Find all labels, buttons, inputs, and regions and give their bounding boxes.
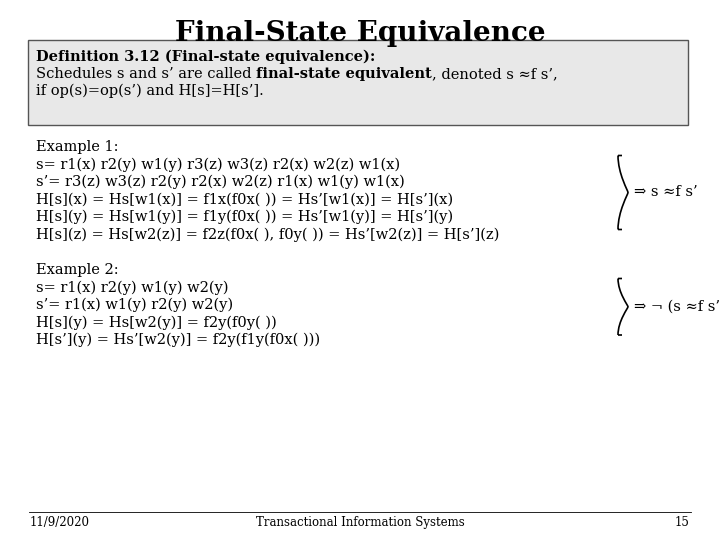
Text: s’= r1(x) w1(y) r2(y) w2(y): s’= r1(x) w1(y) r2(y) w2(y) <box>36 298 233 313</box>
Text: ⇒ ¬ (s ≈f s’): ⇒ ¬ (s ≈f s’) <box>634 300 720 314</box>
Text: H[s](y) = Hs[w2(y)] = f2y(f0y( )): H[s](y) = Hs[w2(y)] = f2y(f0y( )) <box>36 315 276 330</box>
Text: H[s’](y) = Hs’[w2(y)] = f2y(f1y(f0x( ))): H[s’](y) = Hs’[w2(y)] = f2y(f1y(f0x( ))) <box>36 333 320 347</box>
Text: Schedules s and s’ are called: Schedules s and s’ are called <box>36 67 256 81</box>
Text: 11/9/2020: 11/9/2020 <box>30 516 90 529</box>
Text: s’= r3(z) w3(z) r2(y) r2(x) w2(z) r1(x) w1(y) w1(x): s’= r3(z) w3(z) r2(y) r2(x) w2(z) r1(x) … <box>36 175 405 190</box>
Text: if op(s)=op(s’) and H[s]=H[s’].: if op(s)=op(s’) and H[s]=H[s’]. <box>36 84 264 98</box>
Text: s= r1(x) r2(y) w1(y) r3(z) w3(z) r2(x) w2(z) w1(x): s= r1(x) r2(y) w1(y) r3(z) w3(z) r2(x) w… <box>36 158 400 172</box>
Text: Example 2:: Example 2: <box>36 263 119 277</box>
Text: H[s](x) = Hs[w1(x)] = f1x(f0x( )) = Hs’[w1(x)] = H[s’](x): H[s](x) = Hs[w1(x)] = f1x(f0x( )) = Hs’[… <box>36 192 453 206</box>
Text: Definition 3.12 (Final-state equivalence):: Definition 3.12 (Final-state equivalence… <box>36 50 375 64</box>
Text: , denoted s ≈f s’,: , denoted s ≈f s’, <box>432 67 557 81</box>
Text: s= r1(x) r2(y) w1(y) w2(y): s= r1(x) r2(y) w1(y) w2(y) <box>36 280 228 295</box>
Text: ⇒ s ≈f s’: ⇒ s ≈f s’ <box>634 186 698 199</box>
Text: H[s](y) = Hs[w1(y)] = f1y(f0x( )) = Hs’[w1(y)] = H[s’](y): H[s](y) = Hs[w1(y)] = f1y(f0x( )) = Hs’[… <box>36 210 453 225</box>
Text: Transactional Information Systems: Transactional Information Systems <box>256 516 464 529</box>
Text: final-state equivalent: final-state equivalent <box>256 67 432 81</box>
FancyBboxPatch shape <box>28 40 688 125</box>
Text: H[s](z) = Hs[w2(z)] = f2z(f0x( ), f0y( )) = Hs’[w2(z)] = H[s’](z): H[s](z) = Hs[w2(z)] = f2z(f0x( ), f0y( )… <box>36 227 500 242</box>
Text: Final-State Equivalence: Final-State Equivalence <box>175 20 545 47</box>
Text: 15: 15 <box>675 516 690 529</box>
Text: Example 1:: Example 1: <box>36 140 119 154</box>
